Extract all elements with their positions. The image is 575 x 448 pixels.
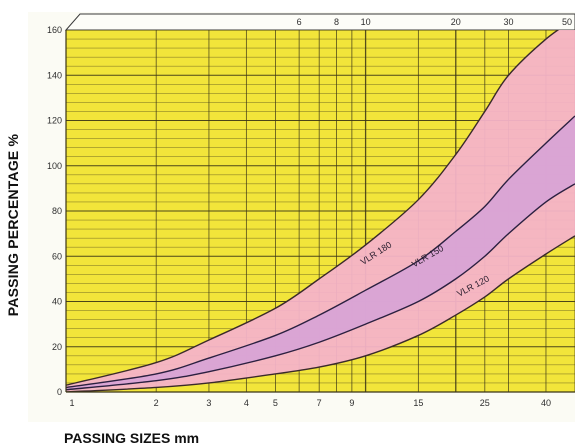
inner-envelope-band xyxy=(66,115,575,390)
x-axis-ticks-bottom: 1 2 3 4 5 7 9 15 25 40 xyxy=(69,398,550,408)
y-axis-label-wrap: PASSING PERCENTAGE % xyxy=(2,40,24,410)
y-tick-label: 40 xyxy=(52,297,62,307)
curve-lower-limit xyxy=(66,235,575,392)
x-tick-label-bottom: 25 xyxy=(480,398,490,408)
x-tick-label-bottom: 9 xyxy=(349,398,354,408)
plot-area xyxy=(66,30,575,392)
x-tick-label-bottom: 4 xyxy=(244,398,249,408)
x-axis-label: PASSING SIZES mm xyxy=(64,430,200,446)
x-tick-label-bottom: 1 xyxy=(69,398,74,408)
x-tick-label-top: 30 xyxy=(504,17,514,27)
band-layer xyxy=(66,30,575,392)
grading-envelope-band xyxy=(66,30,575,392)
x-tick-label-top: 50 xyxy=(562,17,572,27)
x-tick-label-bottom: 7 xyxy=(317,398,322,408)
y-tick-label: 140 xyxy=(47,70,62,80)
y-tick-label: 0 xyxy=(57,387,62,397)
x-axis-ticks-top: 6 8 10 20 30 50 xyxy=(297,17,572,27)
x-tick-label-bottom: 5 xyxy=(273,398,278,408)
x-tick-label-bottom: 3 xyxy=(206,398,211,408)
y-tick-label: 80 xyxy=(52,206,62,216)
curve-layer xyxy=(66,30,575,392)
x-tick-label-top: 6 xyxy=(297,17,302,27)
x-tick-label-bottom: 2 xyxy=(154,398,159,408)
y-axis-ticks: 0 20 40 60 80 100 120 140 160 xyxy=(47,25,62,397)
x-tick-label-top: 8 xyxy=(334,17,339,27)
x-tick-label-bottom: 40 xyxy=(541,398,551,408)
header-strip xyxy=(64,13,575,31)
x-tick-label-top: 10 xyxy=(361,17,371,27)
y-axis-label: PASSING PERCENTAGE % xyxy=(5,133,21,317)
x-tick-label-top: 20 xyxy=(451,17,461,27)
y-tick-label: 120 xyxy=(47,116,62,126)
curve-vlr-150 xyxy=(66,115,575,389)
y-tick-label: 20 xyxy=(52,342,62,352)
curve-vlr-120 xyxy=(66,183,575,391)
curve-vlr-180 xyxy=(66,30,560,386)
x-tick-label-bottom: 15 xyxy=(413,398,423,408)
y-tick-label: 60 xyxy=(52,251,62,261)
y-tick-label: 160 xyxy=(47,25,62,35)
y-tick-label: 100 xyxy=(47,161,62,171)
